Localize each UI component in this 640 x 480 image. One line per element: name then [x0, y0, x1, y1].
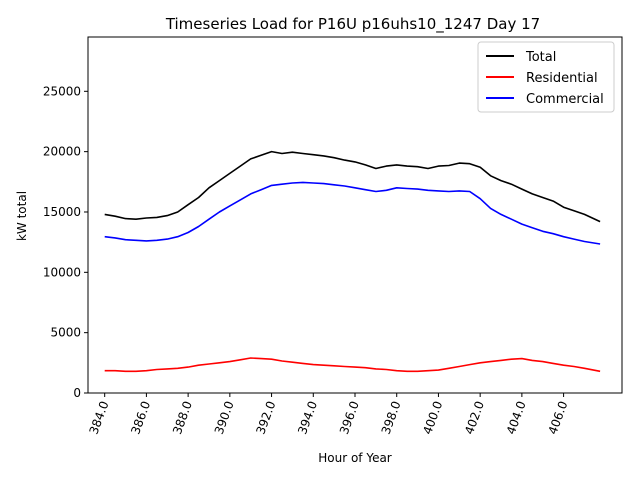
- chart-title: Timeseries Load for P16U p16uhs10_1247 D…: [165, 15, 540, 34]
- x-axis-label: Hour of Year: [318, 451, 392, 465]
- y-tick-label: 5000: [50, 326, 81, 340]
- y-tick-label: 20000: [43, 145, 81, 159]
- series-line-total: [104, 150, 601, 223]
- y-tick-label: 10000: [43, 265, 81, 279]
- legend-label-commercial: Commercial: [526, 92, 604, 107]
- legend: Total Residential Commercial: [477, 41, 615, 113]
- y-tick-label: 15000: [43, 205, 81, 219]
- legend-label-residential: Residential: [526, 71, 598, 86]
- series-line-residential: [104, 357, 601, 373]
- y-axis-label: kW total: [15, 191, 29, 241]
- series-layer: [104, 150, 601, 373]
- legend-label-total: Total: [525, 50, 556, 65]
- y-tick-label: 25000: [43, 84, 81, 98]
- y-axis: 0 5000 10000 15000 20000 25000: [43, 84, 88, 400]
- series-line-commercial: [104, 181, 601, 245]
- legend-frame: [477, 41, 615, 113]
- y-tick-label: 0: [73, 386, 81, 400]
